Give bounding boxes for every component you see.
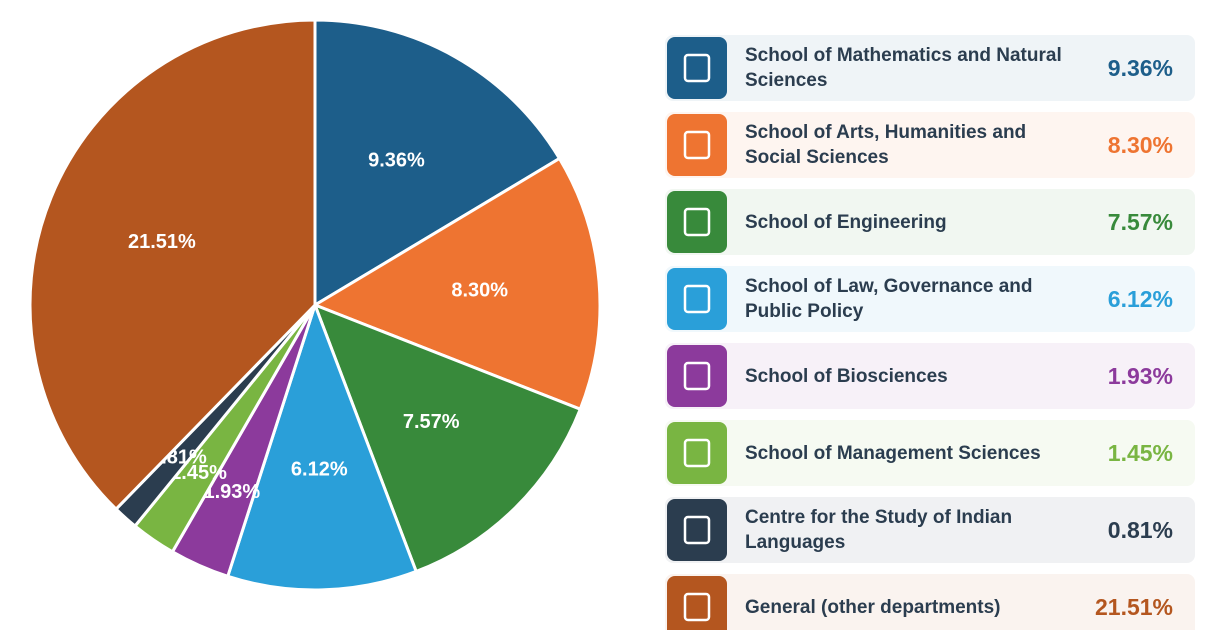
legend-value: 21.51% [1094, 593, 1173, 620]
legend-name: School of Mathematics and Natural Scienc… [745, 45, 1062, 91]
icon-shape [683, 284, 711, 314]
legend-name: School of Management Sciences [745, 442, 1041, 464]
icon-shape [683, 361, 711, 391]
pie-slice [313, 18, 562, 308]
legend-icon [667, 345, 727, 407]
legend-row: School of Engineering 7.57% [665, 189, 1195, 255]
legend-name: School of Biosciences [745, 365, 948, 387]
legend-value: 0.81% [1107, 516, 1173, 543]
icon-shape [683, 592, 711, 622]
legend-icon [667, 37, 727, 99]
legend-row: School of Mathematics and Natural Scienc… [665, 35, 1195, 101]
icon-glyph [683, 361, 711, 391]
legend-row: School of Law, Governance and Public Pol… [665, 266, 1195, 332]
legend-icon [667, 576, 727, 630]
icon-glyph [683, 53, 711, 83]
icon-shape [683, 53, 711, 83]
legend-row: General (other departments) 21.51% [665, 574, 1195, 630]
legend-row: School of Biosciences 1.93% [665, 343, 1195, 409]
icon-glyph [683, 592, 711, 622]
legend-value: 1.45% [1107, 439, 1173, 466]
pie-slice [225, 300, 419, 592]
slice-label: 21.51% [128, 231, 196, 253]
icon-shape [683, 438, 711, 468]
slice-label: 9.36% [368, 149, 425, 171]
slice-label: 6.12% [291, 459, 348, 481]
icon-glyph [683, 515, 711, 545]
legend-icon [667, 499, 727, 561]
slice-label: 7.57% [403, 411, 460, 433]
icon-shape [683, 207, 711, 237]
icon-glyph [683, 438, 711, 468]
legend-name: School of Engineering [745, 211, 947, 233]
icon-glyph [683, 207, 711, 237]
legend-name: General (other departments) [745, 596, 1001, 618]
pie-slice [28, 18, 317, 512]
legend-value: 7.57% [1107, 208, 1173, 235]
legend-row: School of Management Sciences 1.45% [665, 420, 1195, 486]
pie-slice [312, 302, 583, 574]
legend-name: School of Arts, Humanities and Social Sc… [745, 122, 1027, 168]
icon-glyph [683, 284, 711, 314]
legend-row: School of Arts, Humanities and Social Sc… [665, 112, 1195, 178]
icon-shape [683, 515, 711, 545]
legend-icon [667, 191, 727, 253]
pie-chart: 9.36%8.30%7.57%6.12%1.93%1.45%0.81%21.51… [28, 18, 602, 592]
icon-glyph [683, 130, 711, 160]
slice-label: 8.30% [451, 280, 508, 302]
legend-value: 6.12% [1107, 285, 1173, 312]
legend-icon [667, 268, 727, 330]
legend-value: 1.93% [1107, 362, 1173, 389]
pie-slice [311, 156, 602, 412]
slice-label: 1.93% [203, 481, 260, 503]
legend-icon [667, 114, 727, 176]
legend-name: Centre for the Study of Indian Languages [745, 507, 1013, 553]
legend-name: School of Law, Governance and Public Pol… [745, 276, 1033, 322]
legend-value: 8.30% [1107, 131, 1173, 158]
legend-row: Centre for the Study of Indian Languages… [665, 497, 1195, 563]
legend-value: 9.36% [1107, 54, 1173, 81]
icon-shape [683, 130, 711, 160]
legend-icon [667, 422, 727, 484]
